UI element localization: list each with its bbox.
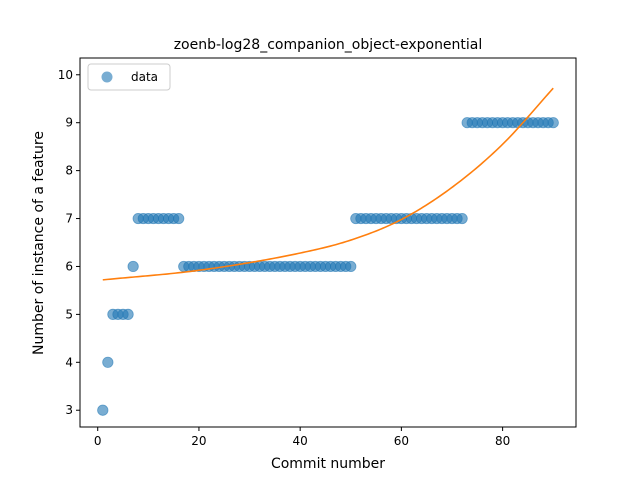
legend: data: [87, 63, 171, 91]
plot-area: [97, 87, 559, 416]
y-tick-label: 4: [65, 355, 73, 369]
fit-line: [102, 87, 554, 281]
data-point: [122, 308, 134, 320]
y-tick-label: 5: [65, 307, 73, 321]
data-point: [127, 260, 139, 273]
legend-marker-data: [101, 71, 113, 83]
data-point: [456, 212, 468, 225]
y-tick-label: 7: [65, 212, 73, 226]
x-tick-label: 60: [394, 434, 409, 448]
y-tick-label: 9: [65, 116, 73, 130]
y-axis-label: Number of instance of a feature: [31, 131, 47, 355]
chart-title: zoenb-log28_companion_object-exponential: [174, 37, 483, 53]
x-tick-label: 80: [495, 434, 510, 448]
data-point: [102, 356, 114, 368]
data-point: [173, 212, 185, 225]
x-axis-label: Commit number: [271, 456, 385, 472]
plot-frame: [79, 57, 577, 428]
y-tick-label: 3: [65, 403, 73, 417]
y-tick-label: 10: [58, 68, 73, 82]
x-tick-label: 40: [293, 434, 308, 448]
x-axis: 0 20 40 60 80: [94, 427, 510, 448]
x-tick-label: 20: [191, 434, 206, 448]
data-point: [97, 404, 109, 416]
data-point: [547, 117, 559, 129]
y-tick-label: 6: [65, 259, 73, 273]
y-axis: 3 4 5 6 7 8 9 10: [58, 68, 80, 417]
y-tick-label: 8: [65, 164, 73, 178]
legend-box: [87, 63, 171, 91]
data-point: [345, 260, 357, 273]
legend-label-data: data: [131, 70, 158, 84]
x-tick-label: 0: [94, 434, 102, 448]
